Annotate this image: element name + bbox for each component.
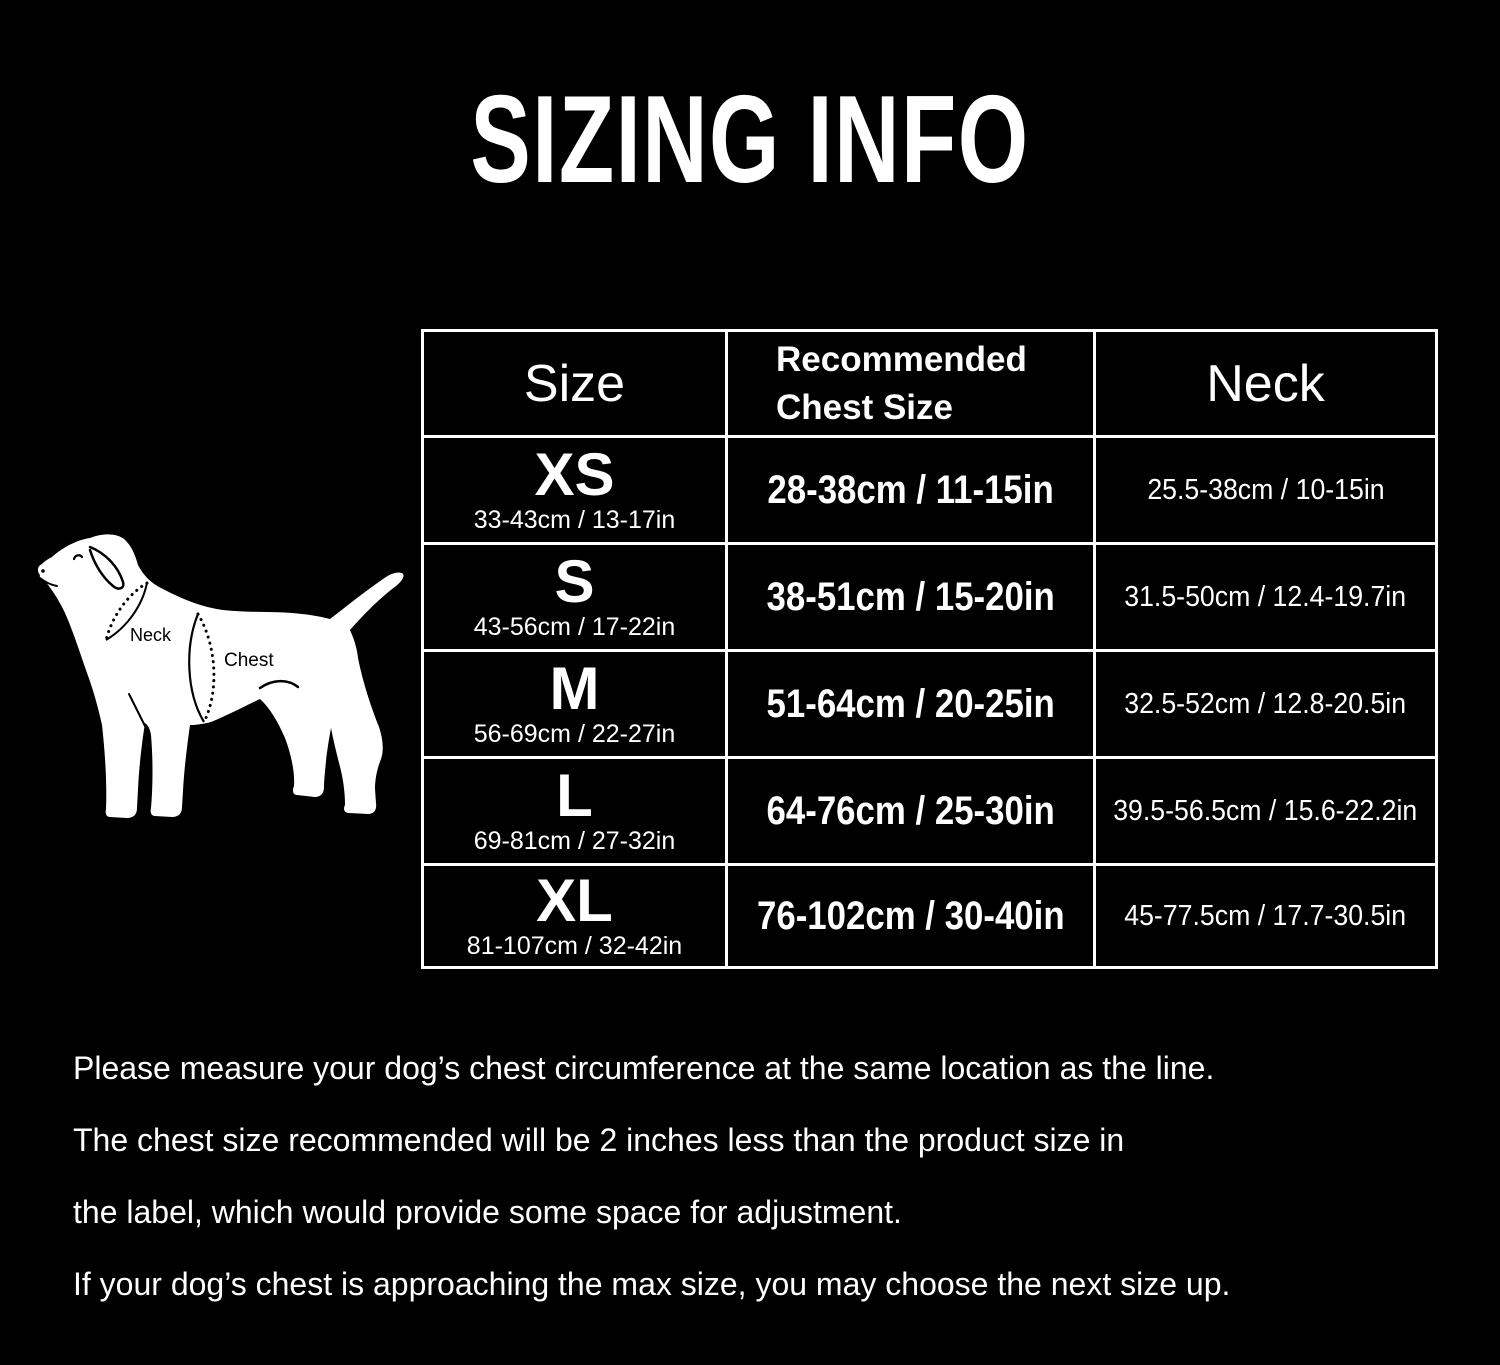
size-range: 43-56cm / 17-22in [473, 612, 676, 641]
dog-silhouette [37, 534, 404, 818]
chest-value: 38-51cm / 15-20in [766, 574, 1055, 619]
neck-value: 25.5-38cm / 10-15in [1146, 473, 1385, 506]
table-row-s-neck-cell: 31.5-50cm / 12.4-19.7in [1096, 545, 1435, 649]
page-title: SIZING INFO [0, 71, 1500, 209]
size-letter: M [549, 654, 600, 722]
dog-shoulder-line [128, 693, 147, 729]
dog-ear [88, 545, 125, 590]
size-range: 56-69cm / 22-27in [473, 719, 676, 748]
table-row-m-neck-cell: 32.5-52cm / 12.8-20.5in [1096, 652, 1435, 756]
size-letter: S [554, 547, 595, 615]
table-row-m-size-cell: M 56-69cm / 22-27in [424, 652, 725, 756]
size-letter: XL [536, 866, 613, 934]
chest-value: 28-38cm / 11-15in [767, 467, 1054, 512]
size-range: 81-107cm / 32-42in [466, 931, 683, 960]
table-row-xs-chest-cell: 28-38cm / 11-15in [728, 438, 1093, 542]
table-row-s-chest-cell: 38-51cm / 15-20in [728, 545, 1093, 649]
table-row-xs-size-cell: XS 33-43cm / 13-17in [424, 438, 725, 542]
column-header-size-label: Size [523, 354, 626, 413]
notes: Please measure your dog’s chest circumfe… [73, 1032, 1473, 1320]
neck-value: 45-77.5cm / 17.7-30.5in [1124, 899, 1407, 932]
page-title-text: SIZING INFO [470, 71, 1030, 209]
chest-band-dotted [196, 612, 216, 724]
chest-value: 76-102cm / 30-40in [756, 893, 1065, 938]
dog-thigh-line [258, 679, 300, 690]
size-letter: L [556, 761, 593, 829]
column-header-chest-label: Recommended Chest Size [776, 340, 1027, 427]
neck-band-dotted [104, 581, 149, 642]
note-line-3: the label, which would provide some spac… [73, 1194, 902, 1230]
dog-measurement-diagram: Neck Chest [37, 534, 404, 818]
table-row-xl-size-cell: XL 81-107cm / 32-42in [424, 866, 725, 966]
size-range: 33-43cm / 13-17in [473, 505, 676, 534]
column-header-neck-label: Neck [1206, 354, 1325, 413]
note-line-1: Please measure your dog’s chest circumfe… [73, 1050, 1215, 1086]
sizing-table: Size Recommended Chest Size Neck XS 33-4… [421, 329, 1438, 969]
table-row-s-size-cell: S 43-56cm / 17-22in [424, 545, 725, 649]
note-line-2: The chest size recommended will be 2 inc… [73, 1122, 1125, 1158]
neck-value: 31.5-50cm / 12.4-19.7in [1124, 580, 1407, 613]
table-row-xl-neck-cell: 45-77.5cm / 17.7-30.5in [1096, 866, 1435, 966]
table-row-xs-neck-cell: 25.5-38cm / 10-15in [1096, 438, 1435, 542]
table-row-xl-chest-cell: 76-102cm / 30-40in [728, 866, 1093, 966]
column-header-size: Size [424, 332, 725, 435]
chest-value: 64-76cm / 25-30in [766, 788, 1055, 833]
dog-nostril [41, 569, 45, 573]
dog-mouth [39, 577, 58, 587]
table-row-l-size-cell: L 69-81cm / 27-32in [424, 759, 725, 863]
column-header-chest: Recommended Chest Size [728, 332, 1093, 435]
note-line-4: If your dog’s chest is approaching the m… [73, 1266, 1231, 1302]
neck-band-solid [105, 582, 148, 641]
size-letter: XS [534, 440, 615, 508]
size-range: 69-81cm / 27-32in [473, 826, 676, 855]
table-row-l-chest-cell: 64-76cm / 25-30in [728, 759, 1093, 863]
neck-value: 39.5-56.5cm / 15.6-22.2in [1113, 794, 1418, 827]
dog-eye [72, 554, 84, 561]
column-header-neck: Neck [1096, 332, 1435, 435]
chest-value: 51-64cm / 20-25in [766, 681, 1055, 726]
table-row-l-neck-cell: 39.5-56.5cm / 15.6-22.2in [1096, 759, 1435, 863]
neck-value: 32.5-52cm / 12.8-20.5in [1124, 687, 1407, 720]
neck-band-label: Neck [130, 625, 172, 645]
chest-band-solid [188, 613, 205, 723]
chest-band-label: Chest [224, 650, 274, 671]
table-row-m-chest-cell: 51-64cm / 20-25in [728, 652, 1093, 756]
